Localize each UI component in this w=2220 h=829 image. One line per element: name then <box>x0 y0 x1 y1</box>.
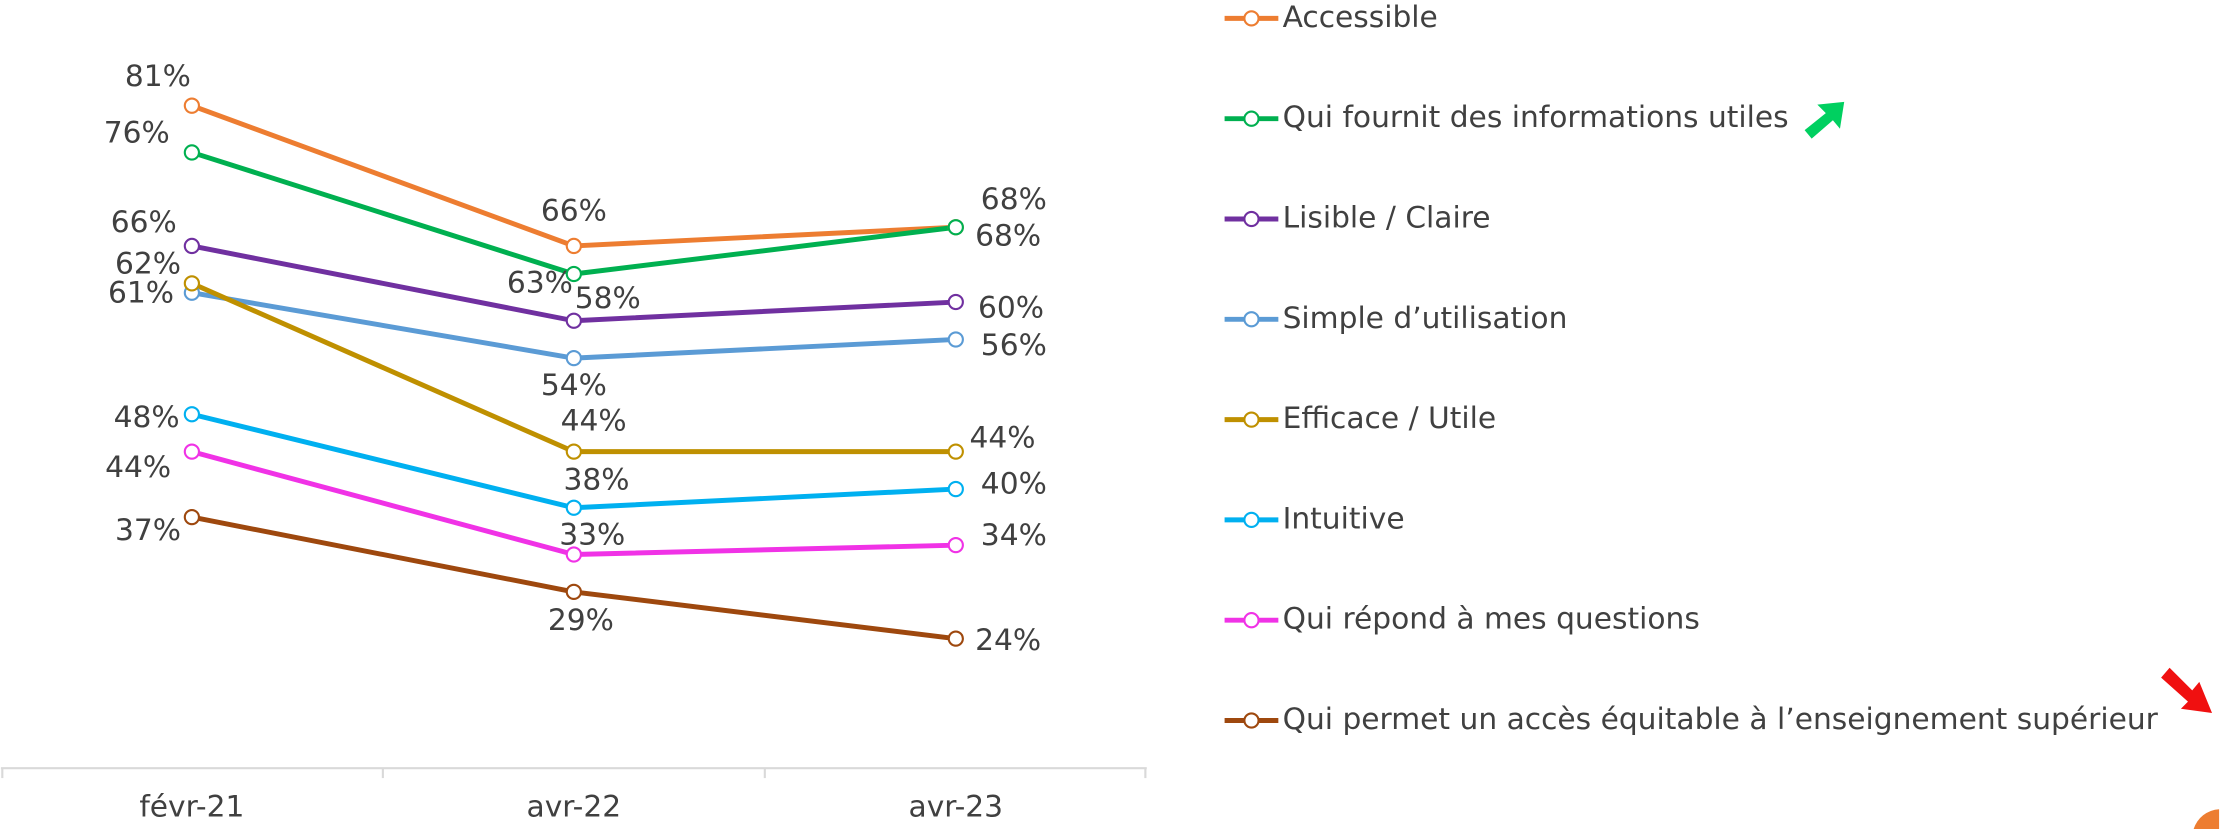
data-label: 44% <box>561 403 627 438</box>
data-label: 34% <box>981 518 1047 553</box>
category-axis <box>0 767 1147 779</box>
legend-marker <box>1243 411 1260 428</box>
down-arrow-icon <box>2161 667 2213 713</box>
data-label: 81% <box>125 59 191 94</box>
data-label: 54% <box>541 368 607 403</box>
legend-marker <box>1243 210 1260 228</box>
x-tick-label: févr-21 <box>139 789 244 824</box>
data-label: 66% <box>541 193 607 228</box>
legend-label: Simple d’utilisation <box>1283 301 1568 336</box>
point-marker <box>565 237 582 255</box>
legend-label: Efficace / Utile <box>1283 401 1497 436</box>
data-label: 48% <box>114 400 180 435</box>
point-marker <box>183 144 201 161</box>
legend-marker <box>1243 712 1260 729</box>
point-marker <box>183 97 201 114</box>
point-marker <box>565 499 582 516</box>
data-label: 68% <box>981 182 1047 217</box>
point-marker <box>183 508 201 526</box>
data-label: 33% <box>559 518 625 553</box>
data-label: 62% <box>115 246 181 281</box>
point-marker <box>947 480 964 498</box>
point-marker <box>183 443 201 460</box>
point-marker <box>947 537 964 554</box>
point-marker <box>565 265 582 283</box>
x-tick-label: avr-23 <box>909 789 1004 824</box>
data-label: 58% <box>575 281 641 316</box>
data-label: 66% <box>111 205 177 240</box>
point-marker <box>947 630 964 647</box>
data-label: 40% <box>981 466 1047 501</box>
point-marker <box>565 350 582 367</box>
data-label: 56% <box>981 328 1047 363</box>
legend-label: Accessible <box>1283 0 1438 35</box>
legend-marker <box>1243 10 1260 27</box>
point-marker <box>183 275 201 292</box>
data-label: 44% <box>969 420 1035 455</box>
data-label: 63% <box>507 265 573 300</box>
point-marker <box>947 331 964 348</box>
data-label: 38% <box>563 462 629 497</box>
legend-label: Qui fournit des informations utiles <box>1283 100 1789 135</box>
up-arrow-icon <box>1804 101 1845 139</box>
data-label: 37% <box>115 513 181 548</box>
legend-marker <box>1243 612 1260 629</box>
data-label: 24% <box>975 623 1041 658</box>
data-label: 60% <box>978 291 1044 326</box>
legend-label: Qui permet un accès équitable à l’enseig… <box>1283 702 2159 737</box>
x-tick-label: avr-22 <box>527 789 622 824</box>
data-label: 68% <box>975 219 1041 254</box>
point-marker <box>565 312 582 329</box>
point-marker <box>565 546 582 563</box>
point-marker <box>183 237 201 255</box>
point-marker <box>565 583 582 601</box>
data-label: 29% <box>548 603 614 638</box>
legend-marker <box>1243 511 1260 529</box>
data-label: 61% <box>108 276 174 311</box>
legend-label: Lisible / Claire <box>1283 200 1491 235</box>
data-label: 76% <box>104 116 170 151</box>
point-marker <box>183 406 201 423</box>
corner-shape <box>2193 809 2220 829</box>
legend-marker <box>1243 110 1260 127</box>
legend-label: Qui répond à mes questions <box>1283 602 1700 637</box>
legend-marker <box>1243 311 1260 328</box>
point-marker <box>947 219 964 236</box>
point-marker <box>947 443 964 460</box>
legend-label: Intuitive <box>1283 501 1405 536</box>
point-marker <box>565 443 582 460</box>
point-marker <box>947 293 964 311</box>
data-label: 44% <box>105 450 171 485</box>
